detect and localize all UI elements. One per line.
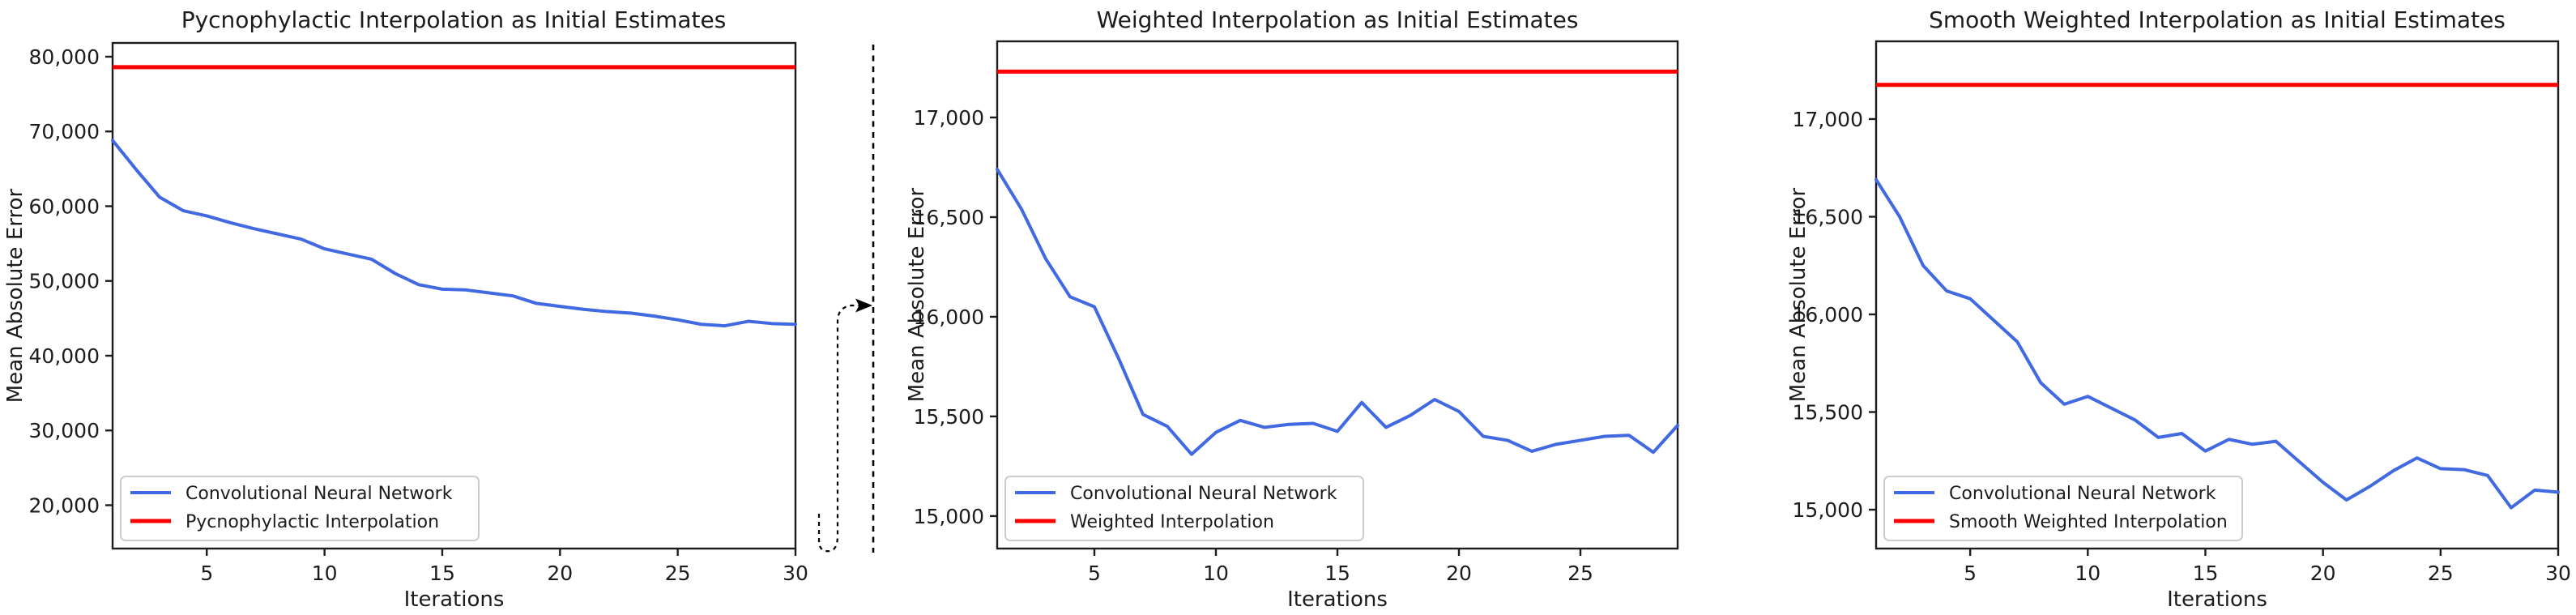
y-tick-label: 15,500 — [914, 405, 984, 429]
plot-border — [1874, 40, 2560, 550]
legend-box — [120, 476, 480, 541]
legend-box — [1883, 476, 2243, 541]
zoom-annotation-arrow — [817, 304, 860, 553]
legend-box — [1004, 476, 1364, 541]
legend-label: Convolutional Neural Network — [1949, 484, 2216, 504]
legend: Convolutional Neural Network Pycnophylact… — [120, 476, 480, 541]
x-tick-label: 5 — [1088, 562, 1101, 585]
cnn-line — [111, 139, 797, 328]
x-tick-label: 25 — [2428, 562, 2454, 585]
y-tick-label: 16,000 — [914, 305, 984, 329]
y-tick-label: 17,000 — [914, 106, 984, 130]
y-tick-label: 60,000 — [29, 194, 100, 218]
x-tick-label: 30 — [783, 562, 808, 585]
x-tick-label: 20 — [2310, 562, 2336, 585]
x-axis-label: Iterations — [1287, 587, 1388, 612]
x-tick-label: 10 — [1203, 562, 1229, 585]
plot-border — [996, 40, 1679, 550]
x-tick-label: 10 — [312, 562, 338, 585]
y-tick-label: 16,000 — [1793, 303, 1863, 327]
x-tick-label: 10 — [2075, 562, 2100, 585]
legend: Convolutional Neural Network Smooth Weigh… — [1883, 476, 2243, 541]
x-axis-label: Iterations — [404, 587, 505, 612]
x-tick-label: 5 — [200, 562, 213, 585]
x-tick-label: 20 — [547, 562, 573, 585]
y-axis-label: Mean Absolute Error — [3, 189, 28, 404]
y-tick-label: 50,000 — [29, 270, 100, 293]
chart-panel-3: 15,000 15,500 16,000 16,500 17,000 5 10 15 20 25 3… — [1786, 6, 2571, 612]
chart-panel-2: 15,000 15,500 16,000 16,500 17,000 5 10 15 20 25 W… — [905, 6, 1679, 612]
x-tick-label: 15 — [429, 562, 455, 585]
plot-border — [111, 41, 797, 550]
y-tick-label: 30,000 — [29, 419, 100, 442]
chart-title: Pycnophylactic Interpolation as Initial … — [181, 6, 727, 33]
y-axis-label: Mean Absolute Error — [905, 188, 929, 403]
x-tick-label: 5 — [1964, 562, 1977, 585]
charts-root: 20,000 30,000 40,000 50,000 60,000 70,000 80,0… — [3, 6, 2571, 612]
x-tick-label: 25 — [665, 562, 691, 585]
chart-title: Weighted Interpolation as Initial Estima… — [1097, 6, 1579, 33]
y-tick-label: 17,000 — [1793, 108, 1863, 131]
arrow-head-icon — [855, 298, 872, 313]
legend-label: Weighted Interpolation — [1070, 512, 1274, 532]
x-tick-label: 30 — [2545, 562, 2571, 585]
cnn-line — [1874, 177, 2560, 510]
y-tick-label: 40,000 — [29, 344, 100, 368]
legend-label: Pycnophylactic Interpolation — [186, 512, 439, 532]
y-tick-label: 70,000 — [29, 120, 100, 143]
chart-panel-1: 20,000 30,000 40,000 50,000 60,000 70,000 80,0… — [3, 6, 808, 612]
legend-label: Smooth Weighted Interpolation — [1949, 512, 2228, 532]
x-tick-label: 15 — [2193, 562, 2219, 585]
y-tick-label: 16,500 — [914, 206, 984, 229]
chart-title: Smooth Weighted Interpolation as Initial… — [1929, 6, 2506, 33]
legend-label: Convolutional Neural Network — [1070, 484, 1337, 504]
x-tick-label: 15 — [1324, 562, 1350, 585]
y-tick-label: 15,000 — [914, 505, 984, 528]
y-tick-label: 80,000 — [29, 45, 100, 69]
legend-label: Convolutional Neural Network — [186, 484, 453, 504]
legend: Convolutional Neural Network Weighted Int… — [1004, 476, 1364, 541]
y-tick-label: 15,000 — [1793, 498, 1863, 522]
cnn-line — [996, 167, 1679, 456]
y-tick-label: 15,500 — [1793, 401, 1863, 425]
y-tick-label: 20,000 — [29, 493, 100, 517]
x-axis-label: Iterations — [2167, 587, 2267, 612]
y-axis-label: Mean Absolute Error — [1786, 188, 1810, 403]
y-tick-label: 16,500 — [1793, 205, 1863, 228]
x-tick-label: 25 — [1567, 562, 1593, 585]
x-tick-label: 20 — [1446, 562, 1472, 585]
